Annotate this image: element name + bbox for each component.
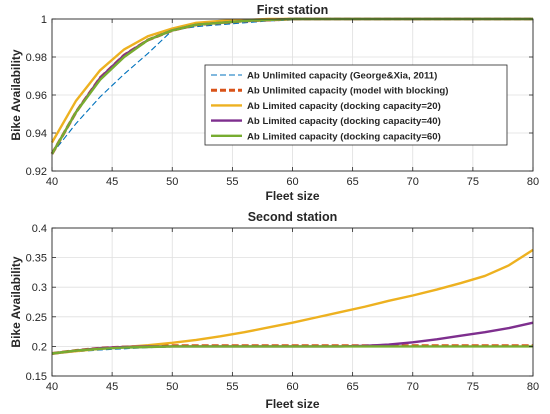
x-tick-label: 70 bbox=[407, 176, 419, 188]
chart-title: Second station bbox=[248, 210, 338, 224]
x-tick-label: 75 bbox=[467, 176, 479, 188]
y-tick-label: 0.94 bbox=[26, 128, 47, 140]
x-tick-label: 80 bbox=[527, 176, 539, 188]
x-tick-label: 65 bbox=[347, 176, 359, 188]
y-tick-label: 0.25 bbox=[26, 312, 47, 324]
y-tick-label: 1 bbox=[41, 14, 47, 26]
legend-box bbox=[204, 64, 508, 146]
series-line-5 bbox=[51, 345, 533, 355]
legend-entry-4: Ab Limited capacity (docking capacity=40… bbox=[247, 116, 441, 127]
y-axis-label: Bike Availability bbox=[9, 49, 23, 140]
x-tick-label: 50 bbox=[166, 176, 178, 188]
x-tick-label: 80 bbox=[527, 381, 539, 393]
y-tick-label: 0.96 bbox=[26, 90, 47, 102]
x-tick-label: 55 bbox=[226, 176, 238, 188]
x-tick-label: 45 bbox=[106, 381, 118, 393]
legend: Ab Unlimited capacity (George&Xia, 2011)… bbox=[204, 64, 508, 146]
y-tick-label: 0.2 bbox=[32, 341, 47, 353]
chart-title: First station bbox=[257, 3, 329, 17]
x-tick-label: 40 bbox=[46, 176, 58, 188]
x-tick-label: 70 bbox=[407, 381, 419, 393]
chart-panel-2: 40 45 50 55 60 65 70 75 80 0.15 0.2 0.25 0.3 0.35 0.4 S… bbox=[9, 210, 539, 411]
legend-entry-2: Ab Unlimited capacity (model with blocki… bbox=[247, 86, 449, 97]
y-tick-label: 0.3 bbox=[32, 282, 47, 294]
x-tick-label: 55 bbox=[226, 381, 238, 393]
chart-panel-1: 40 45 50 55 60 65 70 75 80 0.92 0.94 0.96 0.98 1 First… bbox=[9, 3, 539, 203]
x-tick-label: 60 bbox=[286, 381, 298, 393]
x-axis-label: Fleet size bbox=[265, 189, 319, 203]
x-tick-label: 40 bbox=[46, 381, 58, 393]
x-axis-label: Fleet size bbox=[265, 397, 319, 411]
legend-entry-3: Ab Limited capacity (docking capacity=20… bbox=[247, 101, 441, 112]
y-tick-label: 0.92 bbox=[26, 166, 47, 178]
x-tick-label: 45 bbox=[106, 176, 118, 188]
series-group bbox=[51, 248, 534, 355]
legend-entry-5: Ab Limited capacity (docking capacity=60… bbox=[247, 131, 441, 142]
x-tick-label: 50 bbox=[166, 381, 178, 393]
y-tick-label: 0.15 bbox=[26, 371, 47, 383]
y-tick-label: 0.98 bbox=[26, 52, 47, 64]
x-tick-label: 60 bbox=[286, 176, 298, 188]
y-axis-label: Bike Availability bbox=[9, 256, 23, 347]
y-tick-label: 0.4 bbox=[32, 223, 47, 235]
y-tick-label: 0.35 bbox=[26, 253, 47, 265]
legend-entry-1: Ab Unlimited capacity (George&Xia, 2011) bbox=[247, 71, 437, 82]
x-tick-label: 65 bbox=[347, 381, 359, 393]
x-tick-label: 75 bbox=[467, 381, 479, 393]
